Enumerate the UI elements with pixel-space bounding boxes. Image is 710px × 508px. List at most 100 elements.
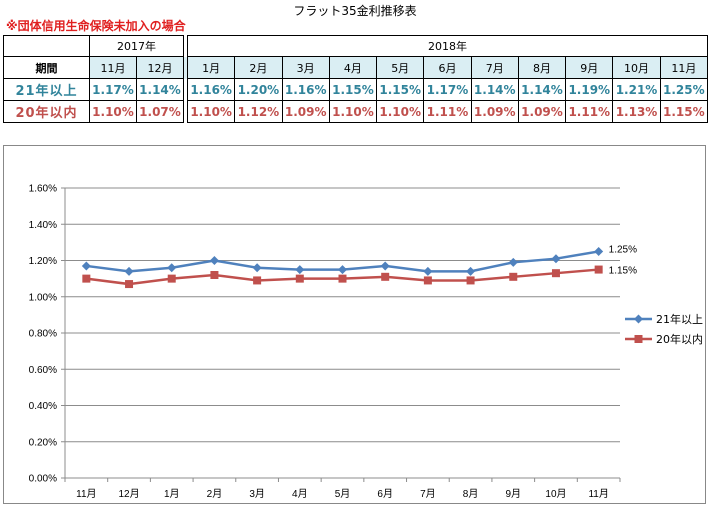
line-chart: 0.00% 0.20% 0.40% 0.60% 0.80% 1.00% 1.20% 1.40%… [29,184,703,501]
y-tick-label: 1.20% [29,256,57,267]
y-tick-label: 1.40% [29,220,57,231]
y-tick-label: 0.00% [29,474,57,485]
x-tick-label: 7月 [420,488,436,500]
x-tick-label: 2月 [207,488,223,500]
month-header-row: 期間 11月 12月 1月 2月 3月 4月 5月 6月 7月 8月 9月 10月 11月 [3,56,709,79]
data-point-square [295,274,304,283]
rate-cell: 1.10% [328,100,378,123]
month-header-cell: 6月 [423,56,472,79]
data-point-diamond [466,266,476,276]
rate-cell: 1.11% [565,100,614,123]
end-data-label: 1.25% [609,244,637,255]
rate-cell: 1.15% [376,78,425,101]
x-tick-label: 8月 [463,488,479,500]
data-point-diamond [295,265,305,275]
chart-area: 0.00% 0.20% 0.40% 0.60% 0.80% 1.00% 1.20% 1.40%… [3,145,706,504]
x-tick-label: 6月 [377,488,393,500]
data-point-square [125,280,134,289]
month-header-cell: 1月 [186,56,236,79]
data-point-square [466,276,475,285]
rate-cell: 1.25% [659,78,709,101]
rate-cell: 1.10% [89,100,137,123]
rate-cell: 1.17% [423,78,472,101]
table-row-20-years: 20年以内 1.10% 1.07% 1.10% 1.12% 1.09% 1.10% 1.10… [3,100,709,123]
rate-table: 2017年 2018年 期間 11月 12月 1月 2月 3月 4月 5月 6月 7月 8月 9月 10… [3,35,709,123]
y-tick-label: 0.20% [29,437,57,448]
rate-cell: 1.16% [186,78,236,101]
data-point-diamond [124,266,134,276]
month-header-cell: 5月 [376,56,425,79]
month-header-cell: 7月 [470,56,519,79]
x-tick-label: 10月 [545,488,566,500]
rate-cell: 1.10% [376,100,425,123]
data-point-square [82,274,91,283]
y-tick-label: 0.40% [29,401,57,412]
data-point-square [381,272,390,281]
y-tick-label: 1.00% [29,292,57,303]
data-point-diamond [338,265,347,275]
rate-cell: 1.15% [659,100,709,123]
x-tick-label: 1月 [164,488,180,500]
x-tick-label: 11月 [76,488,96,500]
year-header-row: 2017年 2018年 [3,35,708,57]
data-point-diamond [167,263,177,273]
data-point-diamond [81,261,91,271]
period-label: 期間 [3,56,90,79]
x-tick-label: 4月 [292,488,308,500]
data-point-square [338,274,347,283]
month-header-cell: 9月 [565,56,614,79]
data-point-diamond [423,266,433,276]
year-cell-2017: 2017年 [89,35,184,57]
rate-cell: 1.07% [136,100,184,123]
x-tick-label: 12月 [118,488,139,500]
data-point-square [509,272,518,281]
legend-marker-diamond [634,314,643,324]
data-point-diamond [252,263,262,273]
month-header-cell: 10月 [612,56,661,79]
data-point-diamond [380,261,390,271]
y-tick-label: 0.80% [29,329,57,340]
rate-cell: 1.09% [470,100,519,123]
data-point-square [551,269,560,278]
rate-cell: 1.14% [517,78,567,101]
x-tick-label: 5月 [335,488,351,500]
rate-cell: 1.09% [281,100,330,123]
rate-cell: 1.19% [565,78,614,101]
rate-cell: 1.17% [89,78,137,101]
month-header-cell: 3月 [281,56,330,79]
rate-cell: 1.12% [234,100,283,123]
legend-label: 20年以内 [656,332,703,346]
x-tick-label: 11月 [588,488,608,500]
x-tick-label: 9月 [505,488,521,500]
page-title: フラット35金利推移表 [293,4,417,18]
year-cell-2018: 2018年 [187,35,708,57]
rate-cell: 1.10% [186,100,236,123]
data-point-diamond [209,256,219,265]
table-row-21-years: 21年以上 1.17% 1.14% 1.16% 1.20% 1.16% 1.15% 1.15… [3,78,709,101]
data-point-square [423,276,432,285]
y-tick-label: 0.60% [29,365,57,376]
data-point-diamond [508,257,518,267]
rate-cell: 1.14% [470,78,519,101]
rate-cell: 1.13% [612,100,661,123]
data-point-diamond [594,246,604,256]
legend-label: 21年以上 [656,312,703,326]
rate-cell: 1.20% [234,78,283,101]
rate-cell: 1.09% [517,100,567,123]
month-header-cell: 11月 [89,56,137,79]
y-tick-label: 1.60% [29,184,57,195]
rate-cell: 1.15% [328,78,378,101]
rate-cell: 1.11% [423,100,472,123]
month-header-cell: 12月 [136,56,184,79]
note-text: ※団体信用生命保険未加入の場合 [6,19,186,33]
month-header-cell: 4月 [328,56,378,79]
month-header-cell: 11月 [659,56,709,79]
month-header-cell: 8月 [517,56,567,79]
rate-cell: 1.14% [136,78,184,101]
table-corner-cell [3,35,90,57]
rate-cell: 1.16% [281,78,330,101]
row-label: 21年以上 [3,78,90,101]
rate-cell: 1.21% [612,78,661,101]
data-point-square [253,276,262,285]
legend-marker-square [634,335,643,343]
